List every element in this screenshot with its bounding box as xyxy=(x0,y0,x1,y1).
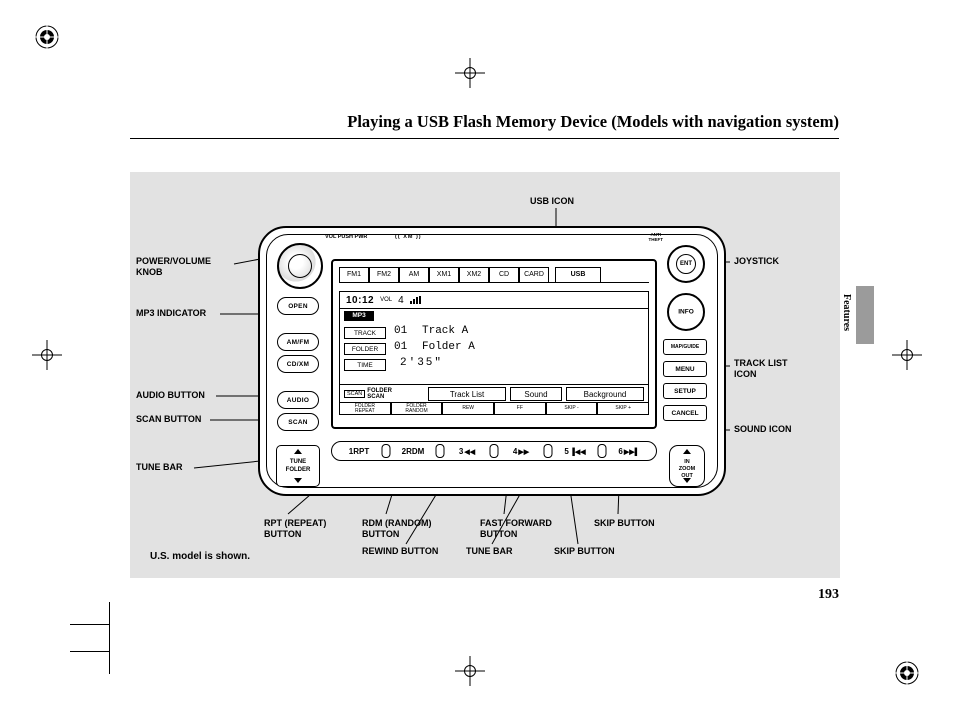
callout-rdm-button: RDM (RANDOM) BUTTON xyxy=(362,518,432,540)
folder-number: 01 xyxy=(394,341,407,353)
footnote: U.S. model is shown. xyxy=(150,551,250,562)
preset-6-skip-fwd[interactable]: 6▶▶▌ xyxy=(602,442,656,460)
mp3-indicator: MP3 xyxy=(344,311,374,321)
callout-tune-bar: TUNE BAR xyxy=(136,462,183,473)
xm-logo: (( XM )) xyxy=(395,234,422,240)
tab-card[interactable]: CARD xyxy=(519,267,549,283)
scan-badge: SCAN xyxy=(344,390,365,398)
cd-xm-button[interactable]: CD/XM xyxy=(277,355,319,373)
vol-value: 4 xyxy=(398,295,404,306)
sound-softkey[interactable]: Sound xyxy=(510,387,562,401)
callout-mp3-indicator: MP3 INDICATOR xyxy=(136,308,206,319)
background-softkey[interactable]: Background xyxy=(566,387,644,401)
crop-mark-icon xyxy=(455,58,485,88)
time-cell-label: TIME xyxy=(344,359,386,371)
info-bar: 10:12 VOL 4 xyxy=(339,291,649,309)
callout-usb-icon: USB ICON xyxy=(530,196,574,207)
source-tab-row: FM1 FM2 AM XM1 XM2 CD CARD USB xyxy=(339,267,649,283)
callout-joystick: JOYSTICK xyxy=(734,256,779,267)
am-fm-button[interactable]: AM/FM xyxy=(277,333,319,351)
callout-ff-button: FAST FORWARD BUTTON xyxy=(480,518,552,540)
tab-cd[interactable]: CD xyxy=(489,267,519,283)
softkey-row: SCAN FOLDER SCAN Track List Sound Backgr… xyxy=(339,385,649,403)
preset-3-rew[interactable]: 3◀◀ xyxy=(440,442,494,460)
callout-skip-button: SKIP BUTTON xyxy=(594,518,655,529)
elapsed-time: 2'35" xyxy=(400,357,443,369)
zoom-label: INZOOMOUT xyxy=(670,459,704,480)
callout-power-knob: POWER/VOLUME KNOB xyxy=(136,256,211,278)
registration-mark-icon xyxy=(894,660,920,686)
clock: 10:12 xyxy=(346,295,374,306)
folder-cell-label: FOLDER xyxy=(344,343,386,355)
ent-joystick[interactable]: ENT xyxy=(667,245,705,283)
now-playing-area: MP3 TRACK 01 Track A FOLDER 01 Folder A … xyxy=(339,309,649,385)
preset-sublabel-row: FOLDER REPEAT FOLDER RANDOM REW FF SKIP … xyxy=(339,403,649,415)
vol-pwr-label: VOL PUSH PWR xyxy=(325,234,367,240)
callout-sound-icon: SOUND ICON xyxy=(734,424,792,435)
sub-rew: REW xyxy=(442,403,494,415)
scan-folder-label: FOLDER SCAN xyxy=(367,388,392,400)
track-cell-label: TRACK xyxy=(344,327,386,339)
volume-bars-icon xyxy=(410,296,421,304)
sub-skip-plus: SKIP + xyxy=(597,403,649,415)
track-name: Track A xyxy=(422,325,468,337)
power-volume-knob[interactable] xyxy=(277,243,323,289)
tune-folder-rocker[interactable]: TUNE FOLDER xyxy=(276,445,320,487)
folder-name: Folder A xyxy=(422,341,475,353)
figure-panel: U.S. model is shown. POWER/VOLUME KNOB M… xyxy=(130,172,840,578)
cancel-button[interactable]: CANCEL xyxy=(663,405,707,421)
preset-2-rdm[interactable]: 2RDM xyxy=(386,442,440,460)
page-number: 193 xyxy=(818,587,839,603)
callout-skip-button-2: SKIP BUTTON xyxy=(554,546,615,557)
sub-ff: FF xyxy=(494,403,546,415)
track-list-softkey[interactable]: Track List xyxy=(428,387,506,401)
callout-scan-button: SCAN BUTTON xyxy=(136,414,201,425)
open-button[interactable]: OPEN xyxy=(277,297,319,315)
ent-label: ENT xyxy=(669,261,703,267)
zoom-rocker[interactable]: INZOOMOUT xyxy=(669,445,705,487)
tab-fm1[interactable]: FM1 xyxy=(339,267,369,283)
tune-label: TUNE FOLDER xyxy=(277,458,319,474)
crop-mark-icon xyxy=(455,656,485,686)
info-label: INFO xyxy=(669,309,703,316)
callout-tune-bar-2: TUNE BAR xyxy=(466,546,513,557)
tab-fm2[interactable]: FM2 xyxy=(369,267,399,283)
menu-button[interactable]: MENU xyxy=(663,361,707,377)
tab-xm2[interactable]: XM2 xyxy=(459,267,489,283)
sub-folder-random: FOLDER RANDOM xyxy=(391,403,443,415)
crop-mark-icon xyxy=(892,340,922,370)
preset-1-rpt[interactable]: 1RPT xyxy=(332,442,386,460)
corner-mark-icon xyxy=(70,602,110,652)
page-title: Playing a USB Flash Memory Device (Model… xyxy=(130,112,839,139)
preset-5-skip-back[interactable]: 5▐◀◀ xyxy=(548,442,602,460)
anti-theft-label: ANTI THEFT xyxy=(649,232,664,242)
sub-folder-repeat: FOLDER REPEAT xyxy=(339,403,391,415)
tab-am[interactable]: AM xyxy=(399,267,429,283)
tab-xm1[interactable]: XM1 xyxy=(429,267,459,283)
crop-mark-icon xyxy=(32,340,62,370)
callout-rpt-button: RPT (REPEAT) BUTTON xyxy=(264,518,326,540)
preset-bar: 1RPT 2RDM 3◀◀ 4▶▶ 5▐◀◀ 6▶▶▌ xyxy=(331,441,657,461)
track-number: 01 xyxy=(394,325,407,337)
display-screen: FM1 FM2 AM XM1 XM2 CD CARD USB 10:12 VOL… xyxy=(331,259,657,429)
preset-4-ff[interactable]: 4▶▶ xyxy=(494,442,548,460)
sub-skip-minus: SKIP - xyxy=(546,403,598,415)
section-tab xyxy=(856,286,874,344)
callout-rewind-button: REWIND BUTTON xyxy=(362,546,438,557)
audio-button[interactable]: AUDIO xyxy=(277,391,319,409)
callout-audio-button: AUDIO BUTTON xyxy=(136,390,205,401)
setup-button[interactable]: SETUP xyxy=(663,383,707,399)
info-button[interactable]: INFO xyxy=(667,293,705,331)
head-unit-bezel: VOL PUSH PWR (( XM )) ANTI THEFT OPEN AM… xyxy=(266,234,718,488)
registration-mark-icon xyxy=(34,24,60,50)
section-tab-label: Features xyxy=(841,294,852,331)
callout-tracklist-icon: TRACK LIST ICON xyxy=(734,358,788,380)
scan-button[interactable]: SCAN xyxy=(277,413,319,431)
head-unit: VOL PUSH PWR (( XM )) ANTI THEFT OPEN AM… xyxy=(258,226,726,496)
tab-usb[interactable]: USB xyxy=(555,267,601,283)
vol-label: VOL xyxy=(380,297,392,303)
map-guide-button[interactable]: MAP/GUIDE xyxy=(663,339,707,355)
